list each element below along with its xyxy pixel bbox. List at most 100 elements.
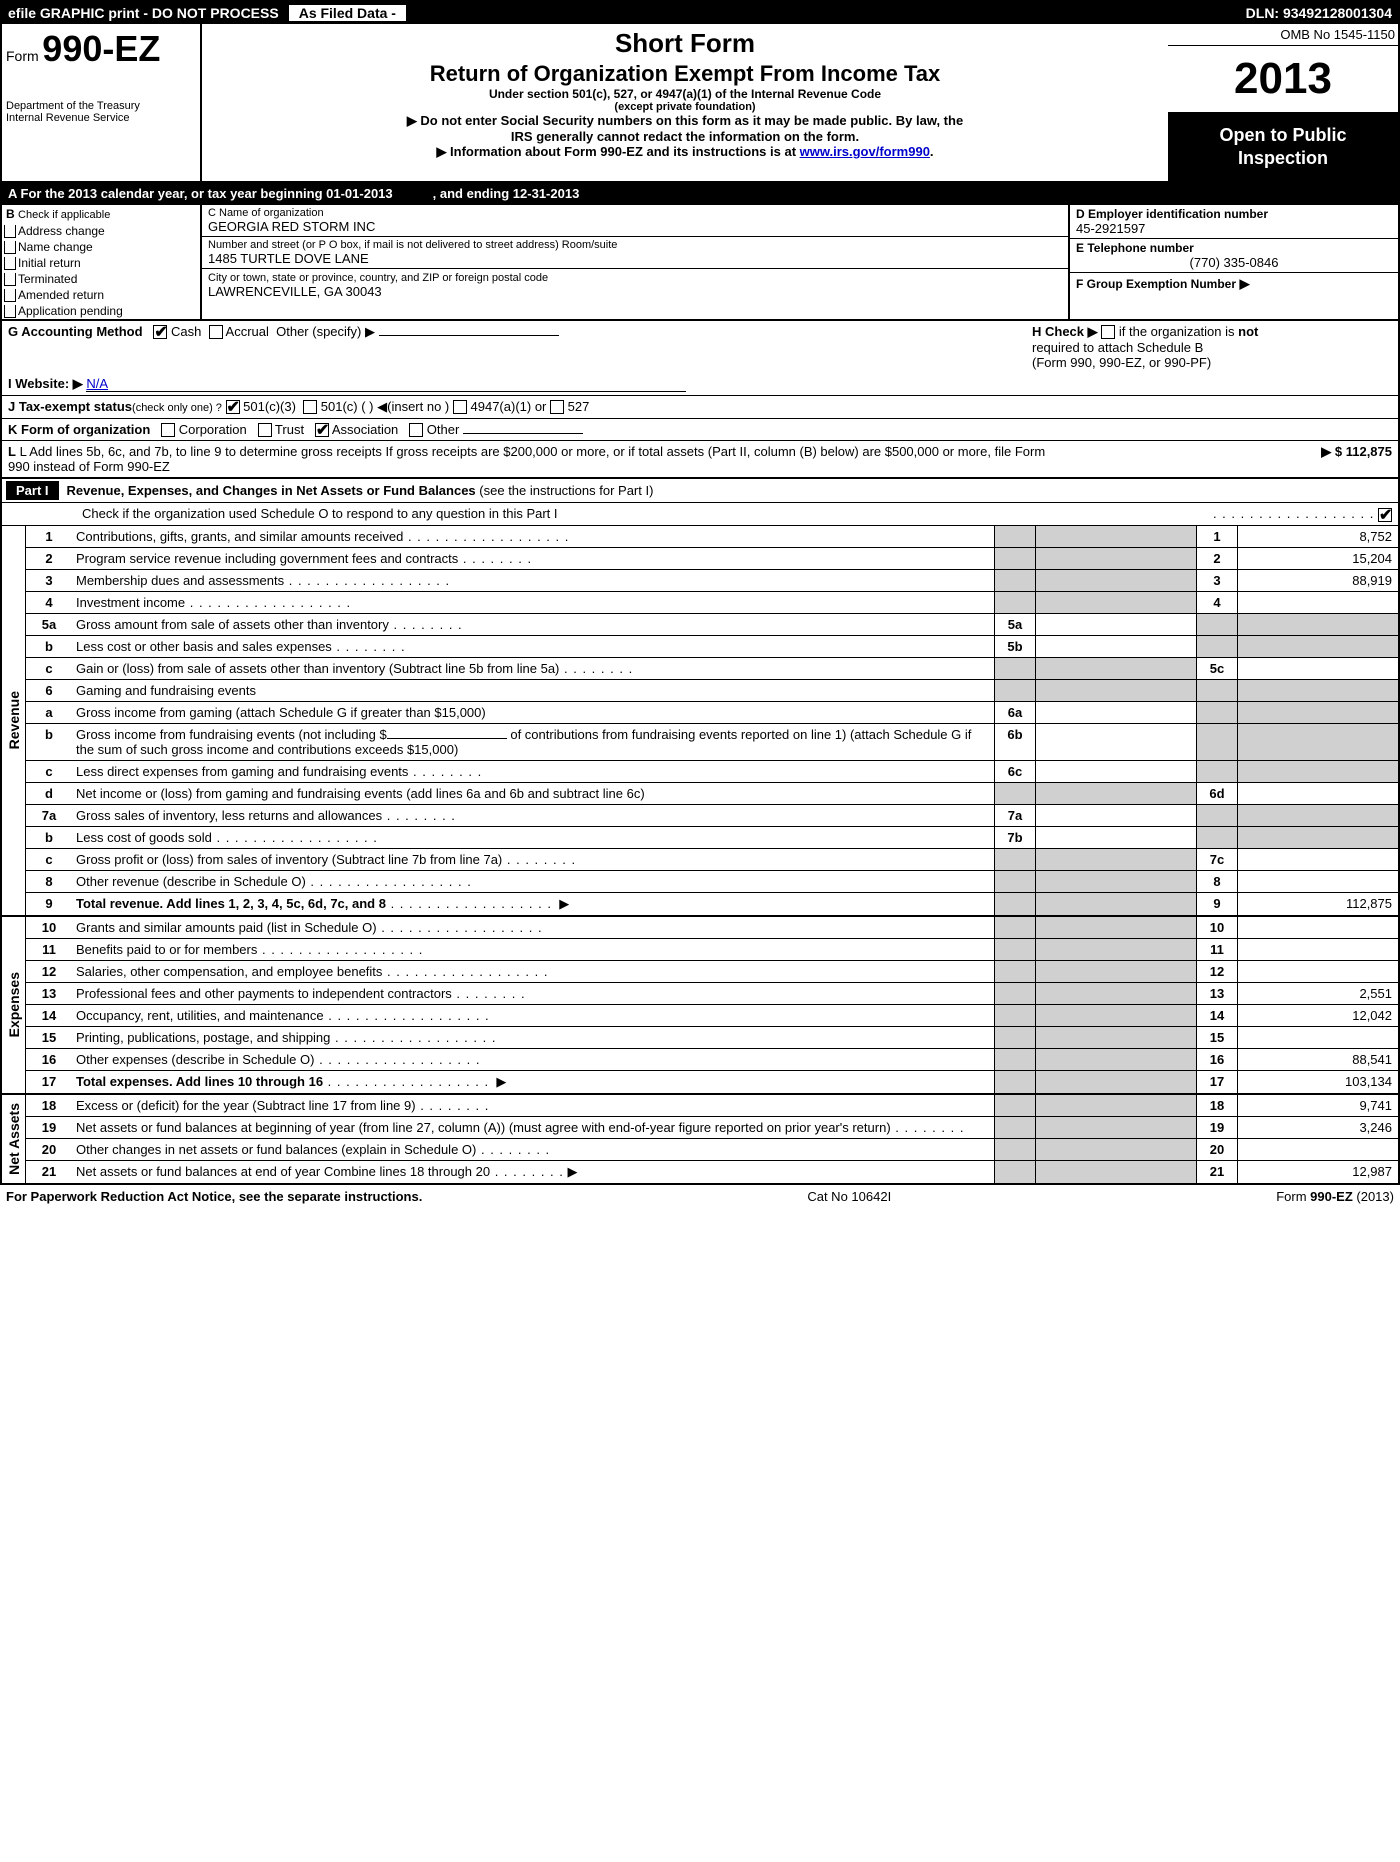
rn: 14 xyxy=(1196,1005,1238,1026)
ln: c xyxy=(26,849,72,870)
open-public: Open to Public Inspection xyxy=(1168,114,1398,181)
line-6a: a Gross income from gaming (attach Sched… xyxy=(26,702,1398,724)
line-8: 8 Other revenue (describe in Schedule O)… xyxy=(26,871,1398,893)
ll: Total revenue. Add lines 1, 2, 3, 4, 5c,… xyxy=(72,893,994,915)
cb-527[interactable] xyxy=(550,400,564,414)
cb-trust[interactable] xyxy=(258,423,272,437)
irs-link[interactable]: www.irs.gov/form990 xyxy=(800,144,930,159)
shade xyxy=(1238,805,1398,826)
rn: 15 xyxy=(1196,1027,1238,1048)
g-other-input[interactable] xyxy=(379,335,559,336)
cb-name-change[interactable]: Name change xyxy=(2,239,200,255)
line-a: A For the 2013 calendar year, or tax yea… xyxy=(2,183,1398,205)
j-501c3: 501(c)(3) xyxy=(243,399,296,414)
cb-501c3[interactable] xyxy=(226,400,240,414)
h-text: if the organization is xyxy=(1119,324,1235,339)
shade xyxy=(1036,939,1196,960)
website-value[interactable]: N/A xyxy=(86,376,108,391)
shade xyxy=(1238,614,1398,635)
line-18: 18 Excess or (deficit) for the year (Sub… xyxy=(26,1095,1398,1117)
6b-amount-input[interactable] xyxy=(387,738,507,739)
shade xyxy=(994,783,1036,804)
g-cash: Cash xyxy=(171,324,201,339)
ln: c xyxy=(26,658,72,679)
mn: 5a xyxy=(994,614,1036,635)
line-3: 3 Membership dues and assessments 3 88,9… xyxy=(26,570,1398,592)
shade xyxy=(994,1005,1036,1026)
l-desc: L Add lines 5b, 6c, and 7b, to line 9 to… xyxy=(8,444,1045,474)
ln: c xyxy=(26,761,72,782)
org-name: GEORGIA RED STORM INC xyxy=(208,219,1062,234)
j-label: J Tax-exempt status xyxy=(8,399,132,414)
rv: 12,987 xyxy=(1238,1161,1398,1183)
cb-assoc[interactable] xyxy=(315,423,329,437)
shade xyxy=(1036,871,1196,892)
line-5b: b Less cost or other basis and sales exp… xyxy=(26,636,1398,658)
shade xyxy=(1036,1161,1196,1183)
cb-amended-return[interactable]: Amended return xyxy=(2,287,200,303)
ln: b xyxy=(26,827,72,848)
ein-value: 45-2921597 xyxy=(1076,221,1392,236)
shade xyxy=(1196,761,1238,782)
shade xyxy=(994,893,1036,915)
cb-address-change[interactable]: Address change xyxy=(2,223,200,239)
form-number: 990-EZ xyxy=(42,28,160,69)
rv xyxy=(1238,783,1398,804)
ll: Other changes in net assets or fund bala… xyxy=(72,1139,994,1160)
mn: 6c xyxy=(994,761,1036,782)
shade xyxy=(1196,614,1238,635)
cb-accrual[interactable] xyxy=(209,325,223,339)
cb-h[interactable] xyxy=(1101,325,1115,339)
g-accrual: Accrual xyxy=(226,324,269,339)
revenue-label: Revenue xyxy=(2,526,26,915)
cb-other-org[interactable] xyxy=(409,423,423,437)
footer: For Paperwork Reduction Act Notice, see … xyxy=(0,1185,1400,1208)
cb-501c[interactable] xyxy=(303,400,317,414)
mn: 6a xyxy=(994,702,1036,723)
rv xyxy=(1238,592,1398,613)
tax-year: 2013 xyxy=(1168,46,1398,114)
cb-terminated[interactable]: Terminated xyxy=(2,271,200,287)
ll: Gross amount from sale of assets other t… xyxy=(72,614,994,635)
rn: 18 xyxy=(1196,1095,1238,1116)
ll: Gross income from fundraising events (no… xyxy=(72,724,994,760)
rv xyxy=(1238,917,1398,938)
cb-schedule-o[interactable] xyxy=(1378,508,1392,522)
form-container: efile GRAPHIC print - DO NOT PROCESS As … xyxy=(0,0,1400,1185)
shade xyxy=(1238,702,1398,723)
ln: 15 xyxy=(26,1027,72,1048)
cb-application-pending[interactable]: Application pending xyxy=(2,303,200,319)
mv xyxy=(1036,724,1196,760)
shade xyxy=(994,1027,1036,1048)
cb-initial-return[interactable]: Initial return xyxy=(2,255,200,271)
revenue-section: Revenue 1 Contributions, gifts, grants, … xyxy=(2,526,1398,917)
ll: Grants and similar amounts paid (list in… xyxy=(72,917,994,938)
net-assets-lines: 18 Excess or (deficit) for the year (Sub… xyxy=(26,1095,1398,1183)
shade xyxy=(994,871,1036,892)
line-2: 2 Program service revenue including gove… xyxy=(26,548,1398,570)
line-19: 19 Net assets or fund balances at beginn… xyxy=(26,1117,1398,1139)
cb-cash[interactable] xyxy=(153,325,167,339)
line-9: 9 Total revenue. Add lines 1, 2, 3, 4, 5… xyxy=(26,893,1398,915)
shade xyxy=(994,1095,1036,1116)
cb-corp[interactable] xyxy=(161,423,175,437)
ln: 17 xyxy=(26,1071,72,1093)
j-4947: 4947(a)(1) or xyxy=(471,399,547,414)
col-d-e-f: D Employer identification number 45-2921… xyxy=(1068,205,1398,319)
ll: Less cost or other basis and sales expen… xyxy=(72,636,994,657)
rv: 15,204 xyxy=(1238,548,1398,569)
ln: 2 xyxy=(26,548,72,569)
line-12: 12 Salaries, other compensation, and emp… xyxy=(26,961,1398,983)
rn: 13 xyxy=(1196,983,1238,1004)
info-prefix: ▶ Information about Form 990-EZ and its … xyxy=(436,144,799,159)
col-b: B Check if applicable Address change Nam… xyxy=(2,205,202,319)
ll: Less direct expenses from gaming and fun… xyxy=(72,761,994,782)
h-sched-b: required to attach Schedule B xyxy=(1032,340,1203,355)
ln: 19 xyxy=(26,1117,72,1138)
cb-4947[interactable] xyxy=(453,400,467,414)
f-arrow: ▶ xyxy=(1240,276,1250,291)
phone-value: (770) 335-0846 xyxy=(1076,255,1392,270)
k-trust: Trust xyxy=(275,422,304,437)
k-other-input[interactable] xyxy=(463,433,583,434)
shade xyxy=(994,961,1036,982)
